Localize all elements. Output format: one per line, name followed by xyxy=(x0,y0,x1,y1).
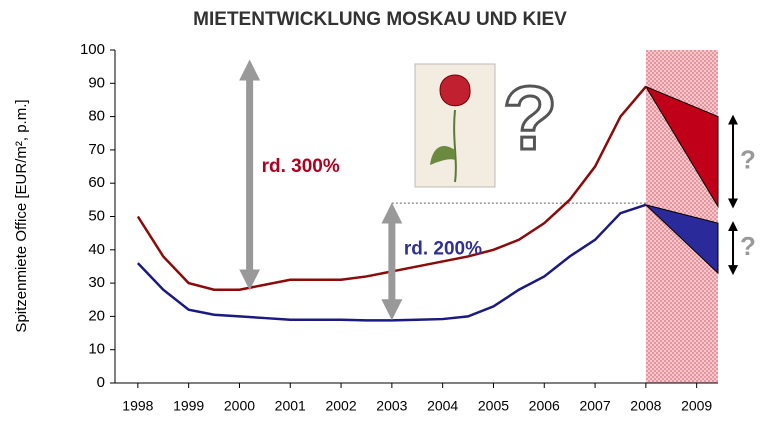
y-tick-label: 70 xyxy=(88,141,105,158)
y-axis-label: Spitzenmiete Office [EUR/m², p.m.] xyxy=(13,99,30,332)
chart-title: MIETENTWICKLUNG MOSKAU UND KIEV xyxy=(193,9,567,30)
x-tick-label: 1999 xyxy=(173,398,204,414)
x-tick-label: 2007 xyxy=(579,398,610,414)
x-tick-label: 2001 xyxy=(275,398,306,414)
y-tick-label: 60 xyxy=(88,174,105,191)
x-tick-label: 2006 xyxy=(529,398,560,414)
x-tick-label: 2005 xyxy=(478,398,509,414)
question-mark: ? xyxy=(503,69,558,169)
chart: MIETENTWICKLUNG MOSKAU UND KIEV Spitzenm… xyxy=(0,0,763,417)
x-tick-label: 2009 xyxy=(681,398,712,414)
y-tick-label: 80 xyxy=(88,108,105,125)
question-mark: ? xyxy=(740,144,756,174)
y-tick-label: 40 xyxy=(88,241,105,258)
y-tick-label: 100 xyxy=(80,41,105,58)
y-tick-label: 20 xyxy=(88,307,105,324)
y-tick-label: 90 xyxy=(88,74,105,91)
y-tick-label: 50 xyxy=(88,207,105,224)
x-tick-label: 2008 xyxy=(630,398,661,414)
x-tick-label: 2003 xyxy=(376,398,407,414)
tulip-image xyxy=(415,64,495,187)
x-tick-label: 2000 xyxy=(224,398,255,414)
x-tick-label: 2002 xyxy=(325,398,356,414)
x-tick-label: 1998 xyxy=(122,398,153,414)
y-tick-label: 10 xyxy=(88,341,105,358)
y-tick-label: 0 xyxy=(97,374,105,391)
y-tick-label: 30 xyxy=(88,274,105,291)
annotation-label: rd. 200% xyxy=(404,238,482,259)
x-tick-label: 2004 xyxy=(427,398,458,414)
annotation-label: rd. 300% xyxy=(262,156,340,177)
question-mark: ? xyxy=(740,231,756,261)
